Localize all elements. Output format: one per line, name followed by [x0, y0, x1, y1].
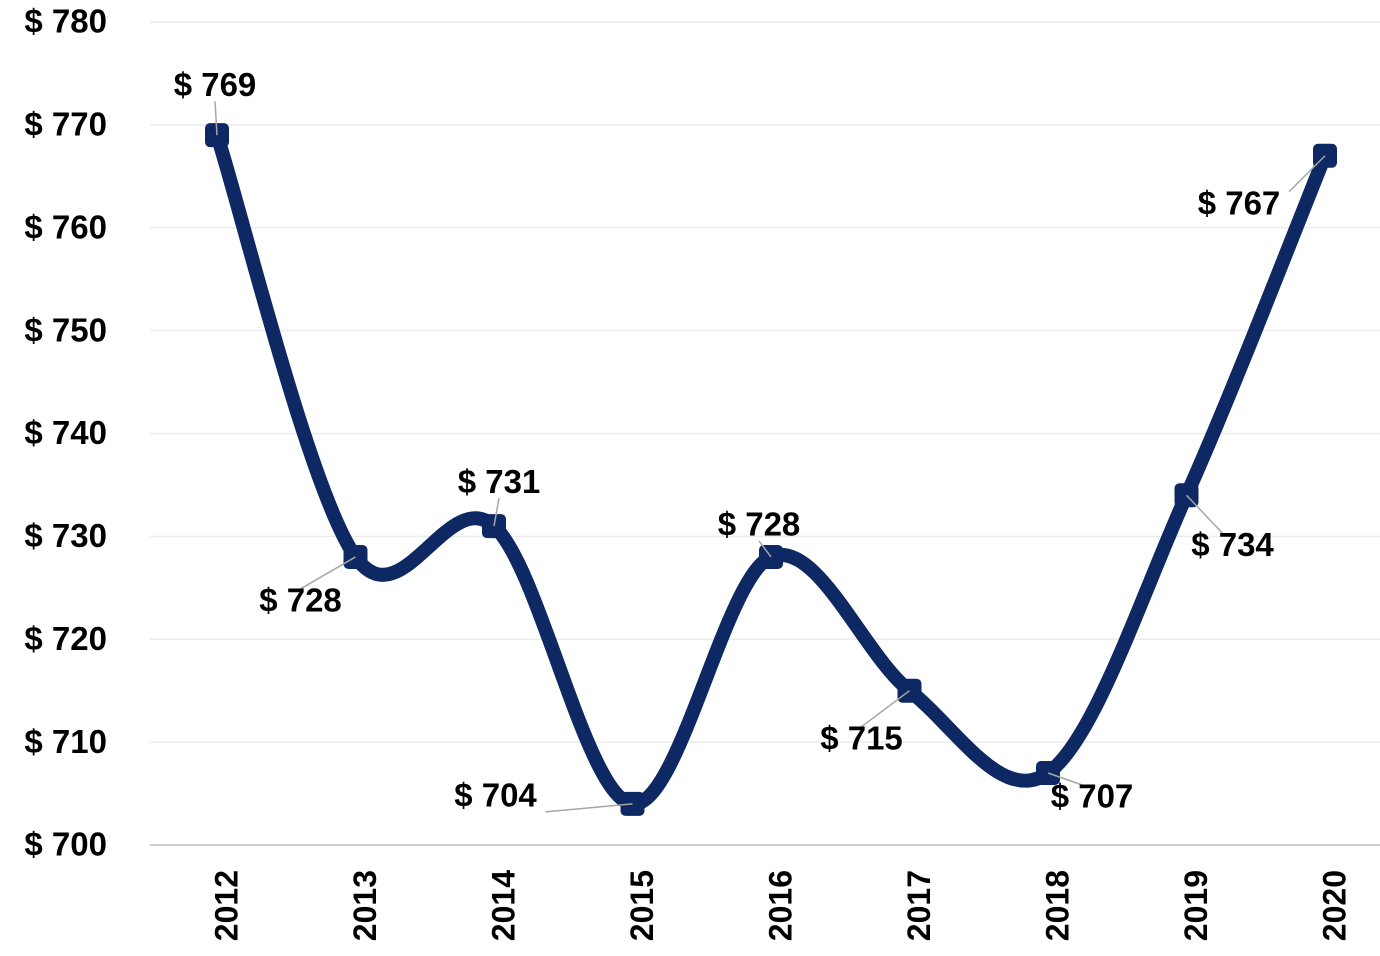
leader-line: [1288, 155, 1326, 193]
y-tick-label: $ 770: [24, 106, 107, 143]
data-label: $ 767: [1198, 184, 1281, 221]
y-tick-label: $ 710: [24, 723, 107, 760]
y-tick-label: $ 730: [24, 517, 107, 554]
x-tick-label: 2013: [347, 870, 383, 941]
data-label: $ 704: [454, 777, 537, 814]
data-label: $ 769: [174, 66, 257, 103]
x-tick-label: 2018: [1039, 870, 1075, 941]
y-tick-label: $ 780: [24, 3, 107, 40]
y-tick-label: $ 740: [24, 414, 107, 451]
data-label: $ 728: [259, 582, 342, 619]
x-tick-label: 2019: [1178, 870, 1214, 941]
leader-line: [493, 497, 500, 527]
y-tick-label: $ 760: [24, 208, 107, 245]
x-tick-label: 2020: [1316, 870, 1352, 941]
line: [210, 128, 1332, 811]
leader-line: [545, 803, 633, 813]
leader-line: [300, 556, 356, 590]
data-label: $ 707: [1051, 778, 1134, 815]
x-tick-label: 2015: [624, 870, 660, 941]
data-label: $ 715: [820, 719, 903, 756]
leader-line: [1047, 772, 1083, 786]
y-tick-label: $ 700: [24, 826, 107, 863]
data-label: $ 728: [718, 506, 801, 543]
leader-line: [758, 540, 772, 558]
y-tick-label: $ 720: [24, 620, 107, 657]
data-label: $ 731: [458, 463, 541, 500]
x-tick-label: 2014: [485, 870, 521, 941]
leader-line: [214, 101, 218, 136]
x-tick-label: 2012: [208, 870, 244, 941]
x-tick-label: 2017: [901, 870, 937, 941]
leader-line: [1185, 494, 1224, 534]
x-tick-label: 2016: [762, 870, 798, 941]
data-label: $ 734: [1191, 526, 1274, 563]
y-tick-label: $ 750: [24, 311, 107, 348]
leader-line: [861, 690, 910, 728]
